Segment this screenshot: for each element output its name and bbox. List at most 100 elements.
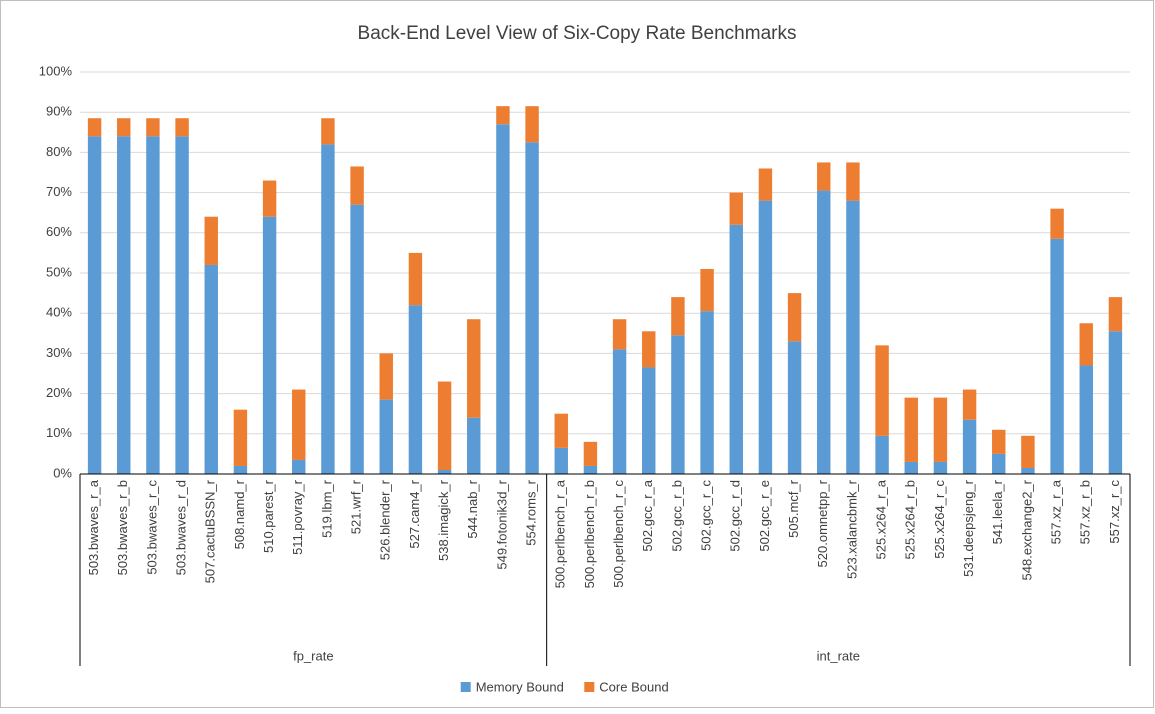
y-tick-label: 100% (39, 63, 73, 78)
bar-segment (933, 397, 948, 462)
bar-segment (817, 190, 831, 474)
y-tick-label: 80% (46, 144, 72, 159)
bar-segment (758, 200, 773, 474)
bar-segment (787, 293, 802, 342)
y-tick-label: 90% (46, 104, 72, 119)
bar-segment (787, 341, 802, 474)
bar-segment (496, 124, 510, 474)
bar-segment (87, 136, 102, 474)
bar-segment (817, 162, 831, 191)
x-tick-label: 505.mcf_r (786, 479, 801, 537)
y-tick-label: 10% (46, 425, 72, 440)
x-tick-label: 541.leela_r (990, 479, 1005, 544)
x-tick-label: 500.perlbench_r_b (582, 480, 597, 588)
y-tick-label: 40% (46, 305, 72, 320)
x-tick-label: 500.perlbench_r_c (611, 480, 626, 588)
y-tick-label: 70% (46, 184, 72, 199)
bar-segment (992, 453, 1006, 474)
x-tick-label: 525.x264_r_c (932, 480, 947, 559)
bar-segment (525, 106, 539, 143)
bar-segment (1079, 365, 1093, 474)
group-label: fp_rate (293, 648, 333, 663)
legend-label: Core Bound (599, 679, 668, 694)
bar-segment (992, 429, 1006, 454)
x-tick-label: 511.povray_r (290, 479, 305, 555)
bar-segment (642, 367, 656, 474)
bar-segment (671, 335, 685, 474)
bar-segment (729, 224, 743, 474)
bar-segment (1021, 467, 1035, 474)
x-tick-label: 525.x264_r_a (874, 479, 889, 559)
bar-segment (496, 106, 510, 125)
bar-segment (525, 142, 539, 474)
x-tick-label: 502.gcc_r_b (669, 480, 684, 552)
bar-segment (933, 461, 948, 474)
y-tick-label: 60% (46, 224, 72, 239)
x-tick-label: 557.xz_r_a (1049, 479, 1064, 544)
bar-segment (233, 409, 248, 466)
bar-segment (1050, 238, 1064, 474)
bar-segment (467, 417, 481, 474)
bar-segment (700, 311, 714, 474)
bar-segment (846, 162, 860, 201)
x-tick-label: 500.perlbench_r_a (553, 479, 568, 588)
bar-segment (292, 389, 306, 460)
bar-segment (117, 136, 131, 474)
bar-segment (962, 419, 977, 474)
bar-segment (554, 413, 568, 448)
bar-segment (729, 192, 743, 225)
x-tick-label: 503.bwaves_r_a (86, 479, 101, 575)
group-label: int_rate (817, 648, 860, 663)
x-tick-label: 519.lbm_r (319, 479, 334, 537)
x-tick-label: 507.cactuBSSN_r (203, 479, 218, 583)
bar-segment (204, 264, 218, 474)
bar-segment (350, 166, 364, 205)
bar-segment (1108, 331, 1123, 474)
x-tick-label: 503.bwaves_r_d (174, 480, 189, 575)
bar-segment (1050, 208, 1064, 239)
bar-segment (1108, 297, 1123, 332)
bar-segment (583, 441, 598, 466)
bar-segment (146, 136, 160, 474)
legend-swatch (584, 682, 595, 692)
bar-segment (87, 118, 102, 137)
bar-segment (583, 465, 598, 474)
bar-segment (612, 319, 627, 350)
x-tick-label: 557.xz_r_c (1107, 480, 1122, 544)
bar-segment (262, 180, 277, 217)
x-tick-label: 549.fotonik3d_r (494, 479, 509, 569)
y-tick-label: 50% (46, 264, 72, 279)
bar-segment (467, 319, 481, 418)
bar-segment (700, 268, 714, 312)
bar-segment (408, 252, 423, 306)
bar-segment (758, 168, 773, 201)
bar-segment (1079, 323, 1093, 366)
chart-title: Back-End Level View of Six-Copy Rate Ben… (358, 23, 797, 44)
bar-segment (175, 118, 189, 137)
bar-segment (321, 144, 335, 475)
bar-segment (904, 461, 918, 474)
x-tick-label: 502.gcc_r_d (728, 480, 743, 552)
bar-segment (204, 216, 218, 265)
bar-segment (262, 216, 277, 474)
bar-segment (292, 459, 306, 474)
bar-segment (146, 118, 160, 137)
x-tick-label: 525.x264_r_b (903, 480, 918, 560)
y-tick-label: 30% (46, 345, 72, 360)
x-tick-label: 521.wrf_r (349, 479, 364, 534)
x-tick-label: 544.nab_r (465, 479, 480, 538)
bar-segment (408, 305, 423, 474)
bar-segment (612, 349, 627, 474)
bar-segment (379, 399, 393, 474)
bar-segment (379, 353, 393, 400)
x-tick-label: 503.bwaves_r_c (144, 480, 159, 575)
legend-swatch (460, 682, 471, 692)
x-tick-label: 554.roms_r (524, 479, 539, 545)
bar-segment (962, 389, 977, 420)
x-tick-label: 527.cam4_r (407, 479, 422, 548)
x-tick-label: 510.parest_r (261, 479, 276, 553)
bar-segment (233, 465, 248, 474)
bar-segment (904, 397, 918, 462)
bar-segment (846, 200, 860, 474)
